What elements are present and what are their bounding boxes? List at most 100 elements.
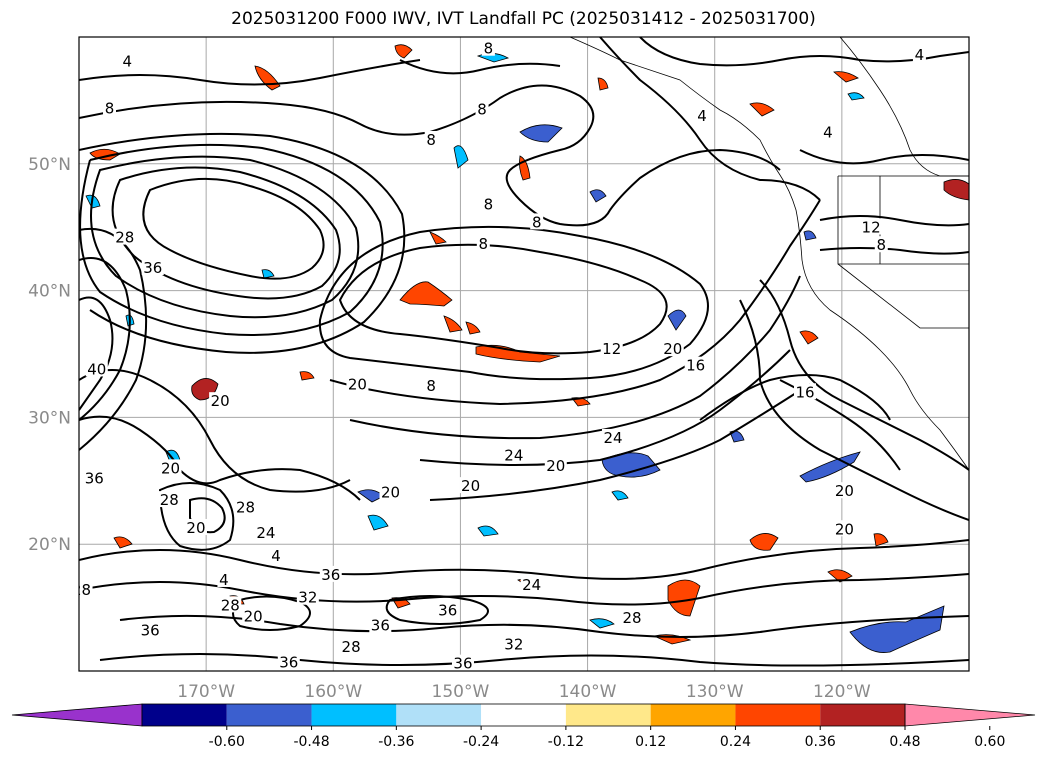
contour-label-background	[242, 607, 265, 624]
colorbar-frame	[141, 703, 906, 727]
colorbar-tick-label: 0.48	[889, 734, 920, 750]
longitude-tick-label: 160°W	[304, 682, 362, 702]
contour-label-background	[695, 106, 709, 123]
contour-label: 4	[271, 547, 281, 565]
contour-label: 36	[453, 655, 472, 673]
iwv-contours	[79, 37, 969, 667]
pc-patch	[667, 579, 701, 617]
longitude-tick-label: 150°W	[432, 682, 490, 702]
contour-label-background	[83, 469, 106, 486]
pc-patch	[803, 230, 817, 241]
contour-label: 4	[823, 123, 833, 141]
contour-label: 28	[115, 229, 134, 247]
contour-label: 28	[342, 638, 361, 656]
contour-label-background	[793, 383, 816, 400]
pc-patch	[399, 281, 453, 307]
contour-label-background	[475, 100, 489, 117]
pc-patch	[833, 71, 859, 83]
contour-label-background	[277, 653, 300, 670]
latitude-labels: 20°N 30°N 40°N 50°N	[28, 155, 71, 555]
colorbar-segment	[650, 704, 736, 726]
longitude-tick-label: 120°W	[813, 682, 871, 702]
colorbar: -0.60 -0.48 -0.36 -0.24 -0.12 0.12 0.24 0.36 0.4…	[11, 703, 1036, 750]
contour-label: 8	[484, 196, 494, 214]
contour-label-background	[209, 392, 232, 409]
pc-patch	[367, 514, 389, 531]
contour-label-background	[661, 340, 684, 357]
colorbar-segment	[735, 704, 821, 726]
contour-label: 24	[603, 429, 622, 447]
contour-label-background	[502, 635, 525, 652]
contour-label: 28	[160, 491, 179, 509]
contour-label-background	[79, 581, 93, 598]
contour-label-background	[159, 459, 182, 476]
contour-label: 28	[623, 609, 642, 627]
contour-label: 4	[915, 46, 925, 64]
contour-label: 8	[477, 101, 487, 119]
pc-patch	[611, 490, 629, 501]
contour-label: 20	[381, 483, 400, 501]
contour-label-background	[379, 483, 402, 500]
contour-label-background	[502, 446, 525, 463]
contour-label-background	[476, 234, 490, 251]
pc-patch	[475, 344, 561, 363]
contour-label: 32	[504, 636, 523, 654]
contour-label-background	[520, 576, 543, 593]
contour-label: 8	[105, 99, 115, 117]
contour-label: 12	[862, 218, 881, 236]
contour-label-background	[139, 621, 162, 638]
contour-label: 24	[504, 447, 523, 465]
colorbar-tick-label: 0.60	[974, 734, 1005, 750]
contour-label-background	[296, 588, 319, 605]
colorbar-extend-min	[11, 703, 143, 727]
pc-patch	[519, 124, 563, 143]
contour-label: 4	[219, 571, 229, 589]
contour-label-background	[833, 482, 856, 499]
colorbar-tick-label: 0.12	[635, 734, 666, 750]
contour-label: 24	[522, 576, 541, 594]
pc-patch	[799, 330, 819, 345]
contour-label: 16	[686, 357, 705, 375]
colorbar-segment	[820, 704, 905, 726]
contour-label-background	[217, 570, 231, 587]
contour-label-background	[254, 524, 277, 541]
contour-label-background	[544, 456, 567, 473]
contour-label: 8	[426, 377, 436, 395]
pc-patch	[873, 533, 889, 547]
contour-label-background	[833, 520, 856, 537]
colorbar-segment	[565, 704, 651, 726]
contour-label: 4	[123, 52, 133, 70]
contour-label: 20	[835, 482, 854, 500]
pc-patch	[429, 231, 447, 245]
contour-label: 16	[795, 383, 814, 401]
contour-label-background	[459, 477, 482, 494]
contour-label: 36	[141, 622, 160, 640]
pc-patch	[85, 194, 101, 209]
pc-patch	[299, 371, 315, 381]
contour-label: 20	[461, 477, 480, 495]
contour-label-background	[158, 491, 181, 508]
colorbar-tick-label: -0.12	[548, 734, 584, 750]
contour-label-background	[424, 376, 438, 393]
contour-label-background	[481, 39, 495, 56]
contour-label: 24	[256, 524, 275, 542]
pc-patch	[453, 145, 469, 169]
longitude-labels: 170°W 160°W 150°W 140°W 130°W 120°W	[177, 682, 871, 702]
pc-patch	[477, 525, 499, 537]
contour-label: 20	[663, 340, 682, 358]
chart-title: 2025031200 F000 IWV, IVT Landfall PC (20…	[231, 9, 816, 29]
contour-label: 4	[697, 107, 707, 125]
contour-label-background	[874, 236, 888, 253]
pc-patch	[667, 309, 687, 331]
contour-label: 36	[85, 470, 104, 488]
contour-label: 20	[244, 608, 263, 626]
contour-label-background	[319, 565, 342, 582]
pc-patch	[394, 44, 413, 59]
contour-label: 20	[348, 376, 367, 394]
contour-label: 36	[438, 601, 457, 619]
contour-label-background	[184, 518, 207, 535]
colorbar-segment	[396, 704, 482, 726]
colorbar-tick-label: -0.36	[378, 734, 414, 750]
